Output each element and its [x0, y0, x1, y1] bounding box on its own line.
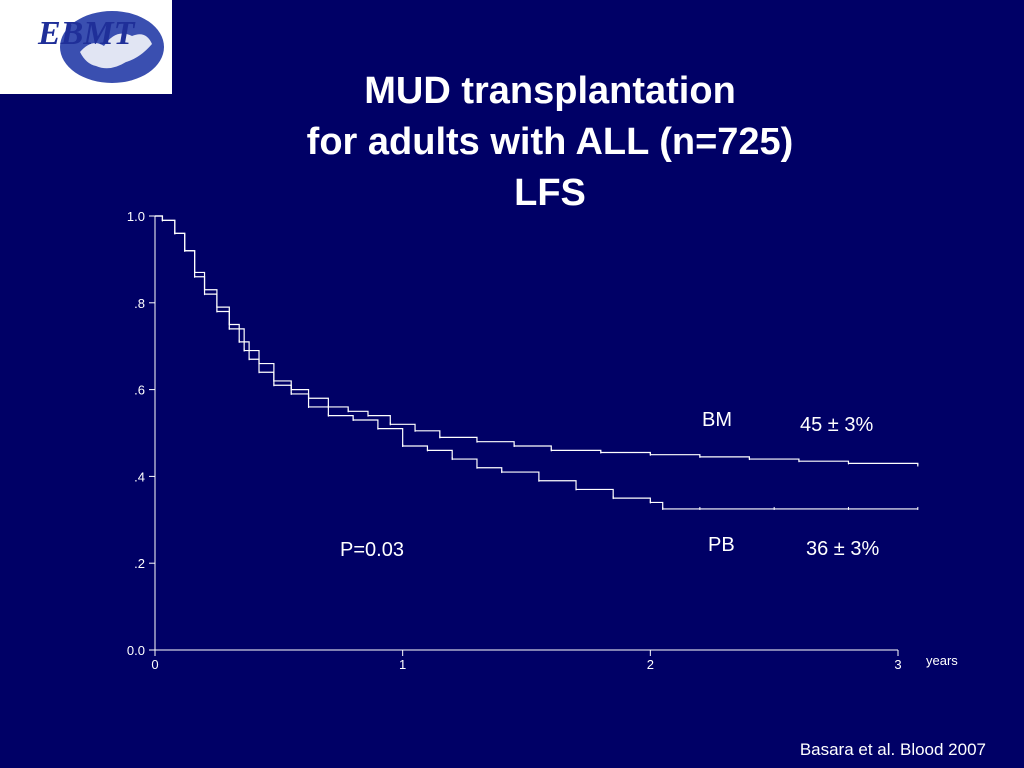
series-estimate-pb: 36 ± 3%: [806, 538, 879, 560]
y-tick-label: 1.0: [127, 209, 145, 224]
x-unit-label: years: [926, 653, 958, 668]
title-line-1: MUD transplantation: [364, 70, 736, 112]
x-tick-label: 1: [399, 657, 406, 672]
y-tick-label: .4: [134, 469, 145, 484]
p-value-annotation: P=0.03: [340, 539, 404, 561]
series-label-pb: PB: [708, 534, 735, 556]
y-tick-label: 0.0: [127, 643, 145, 658]
y-tick-label: .6: [134, 383, 145, 398]
citation: Basara et al. Blood 2007: [799, 740, 986, 759]
x-tick-label: 3: [894, 657, 901, 672]
y-tick-label: .2: [134, 556, 145, 571]
series-estimate-bm: 45 ± 3%: [800, 414, 873, 436]
x-tick-label: 2: [647, 657, 654, 672]
logo-map-shape: [80, 33, 152, 69]
title-line-2: for adults with ALL (n=725): [306, 121, 794, 163]
title-line-3: LFS: [514, 172, 586, 214]
y-tick-label: .8: [134, 296, 145, 311]
slide-title: MUD transplantation for adults with ALL …: [0, 66, 1024, 219]
chart-labels: BM 45 ± 3% PB 36 ± 3% P=0.03 years: [340, 409, 958, 668]
series-line-pb: [155, 215, 918, 510]
series-label-bm: BM: [702, 409, 732, 431]
logo-text: EBMT: [37, 15, 136, 52]
ebmt-logo: EBMT: [0, 0, 172, 94]
chart-series: [155, 215, 919, 510]
chart-axes: 0.0 .2 .4 .6 .8 1.0 0 1 2 3: [127, 209, 902, 672]
x-tick-label: 0: [151, 657, 158, 672]
